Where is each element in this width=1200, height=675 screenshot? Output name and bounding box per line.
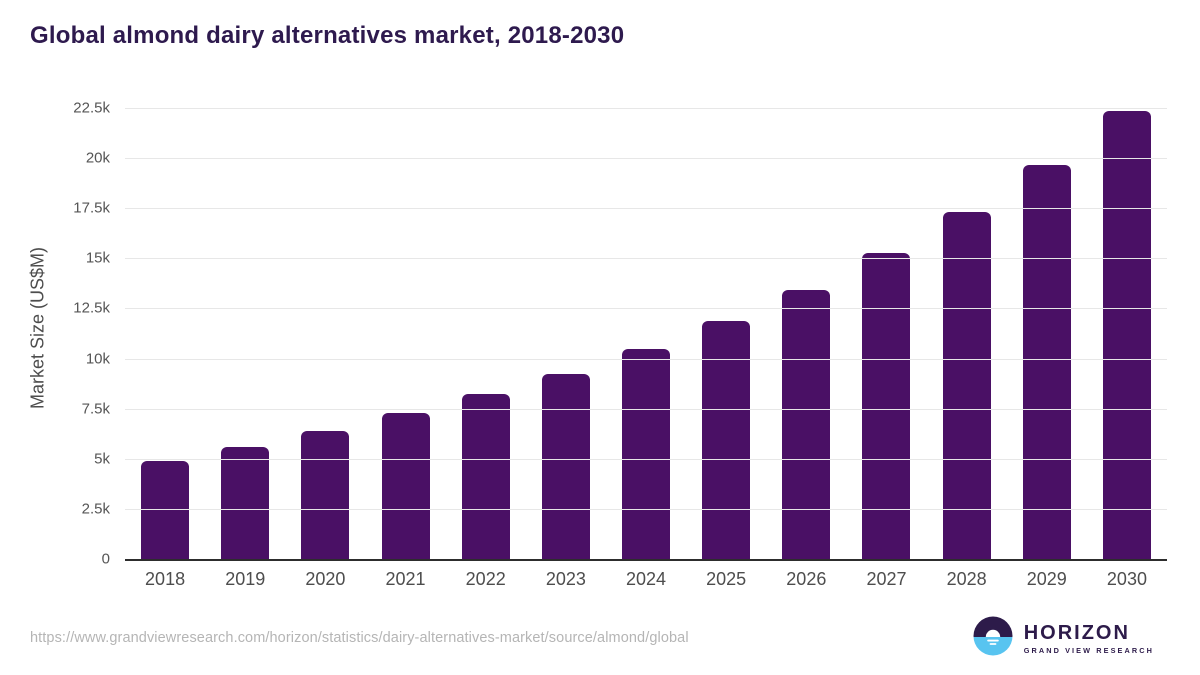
x-tick-label-2022: 2022 [465, 569, 506, 589]
gridline-15k [125, 258, 1167, 260]
source-url: https://www.grandviewresearch.com/horizo… [30, 630, 689, 646]
bar-2021 [381, 413, 430, 559]
bar-2025 [702, 321, 751, 559]
x-tick-label-2026: 2026 [786, 569, 827, 589]
bar-column-2018 [125, 108, 205, 559]
x-tick-label-2018: 2018 [145, 569, 186, 589]
gridline-10k [125, 358, 1167, 360]
bar-2023 [541, 373, 590, 559]
bar-column-2019 [205, 108, 285, 559]
gridline-20k [125, 158, 1167, 160]
gridline-12.5k [125, 308, 1167, 310]
x-tick-label-2029: 2029 [1026, 569, 1067, 589]
brand-subtitle: GRAND VIEW RESEARCH [1023, 645, 1154, 655]
brand-name: HORIZON [1023, 621, 1130, 644]
bar-2018 [141, 460, 190, 559]
bar-column-2023 [526, 108, 606, 559]
brand-text: HORIZON GRAND VIEW RESEARCH [1023, 621, 1154, 655]
bars-row [125, 108, 1167, 559]
bar-column-2030 [1087, 108, 1167, 559]
x-tick-label-2024: 2024 [625, 569, 667, 589]
gridline-2.5k [125, 508, 1167, 510]
bar-column-2020 [285, 108, 365, 559]
x-tick-label-2025: 2025 [706, 569, 747, 589]
gridline-5k [125, 458, 1167, 460]
x-tick-label-2020: 2020 [305, 569, 346, 589]
bar-2028 [942, 212, 991, 559]
y-tick-label-17.5k: 17.5k [73, 199, 110, 217]
bar-2024 [622, 348, 671, 559]
horizon-sun-over-water-icon [973, 616, 1013, 661]
x-tick-label-2028: 2028 [946, 569, 987, 589]
gridline-22.5k [125, 108, 1167, 109]
bar-column-2021 [365, 108, 445, 559]
y-tick-label-20k: 20k [85, 149, 110, 167]
y-tick-label-10k: 10k [85, 350, 110, 368]
bar-2022 [461, 394, 510, 559]
y-tick-label-5k: 5k [94, 450, 110, 468]
x-tick-label-2019: 2019 [225, 569, 266, 589]
horizon-logo: HORIZON GRAND VIEW RESEARCH [973, 616, 1154, 661]
bar-2030 [1102, 111, 1151, 559]
bar-2026 [782, 289, 831, 559]
y-tick-label-22.5k: 22.5k [73, 99, 110, 117]
bar-chart-plot-area: 0 2.5k 5k 7.5k 10k 12.5k 15k 17.5k 20k 22.5k [73, 100, 1167, 568]
bar-column-2028 [927, 108, 1007, 559]
bar-column-2025 [686, 108, 766, 559]
bar-2029 [1022, 165, 1071, 559]
y-tick-label-12.5k: 12.5k [73, 299, 110, 317]
bar-column-2029 [1007, 108, 1087, 559]
x-tick-label-2030: 2030 [1106, 569, 1147, 589]
gridline-7.5k [125, 408, 1167, 410]
x-tick-label-2023: 2023 [545, 569, 586, 589]
bar-2020 [301, 431, 350, 559]
bar-2019 [221, 447, 270, 559]
bar-column-2027 [846, 108, 926, 559]
chart-title: Global almond dairy alternatives market,… [30, 22, 625, 49]
bar-2027 [862, 253, 911, 559]
y-axis-label: Market Size (US$M) [27, 246, 48, 410]
bar-column-2024 [606, 108, 686, 559]
gridline-17.5k [125, 208, 1167, 210]
y-tick-label-2.5k: 2.5k [81, 500, 110, 518]
bar-column-2022 [446, 108, 526, 559]
y-tick-label-15k: 15k [85, 249, 110, 267]
y-tick-label-7.5k: 7.5k [81, 400, 110, 418]
x-tick-label-2021: 2021 [385, 569, 426, 589]
x-axis-labels: 2018 2019 2020 2021 2022 2023 2024 2025 2026 2027… [125, 569, 1167, 590]
y-tick-label-0: 0 [101, 550, 110, 568]
bar-column-2026 [766, 108, 846, 559]
x-tick-label-2027: 2027 [866, 569, 907, 589]
